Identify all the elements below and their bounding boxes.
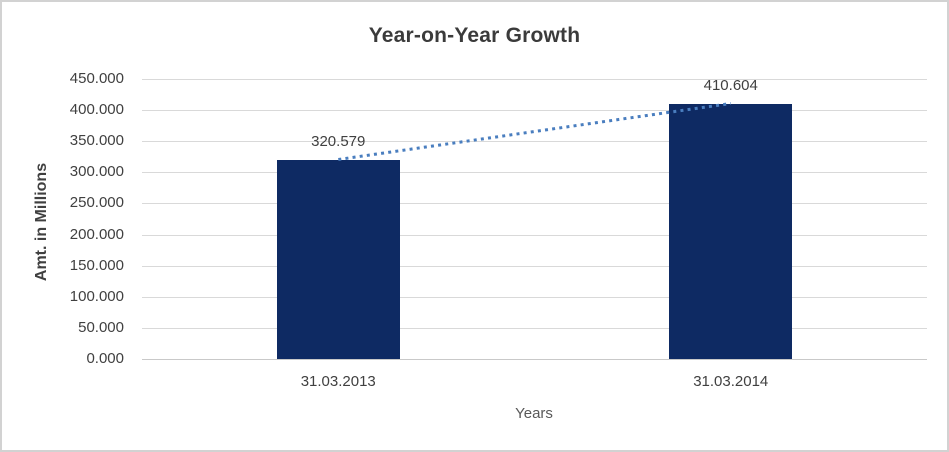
trendline-path: [338, 102, 732, 161]
bar-31.03.2013: [276, 159, 400, 359]
data-label: 320.579: [311, 132, 366, 150]
y-tick-label: 50.000: [78, 318, 124, 336]
y-tick-label: 400.000: [69, 101, 124, 119]
y-tick-label: 150.000: [69, 256, 124, 274]
x-category-label: 31.03.2014: [693, 373, 769, 390]
gridline: [142, 327, 927, 329]
gridline: [142, 172, 927, 174]
gridline: [142, 79, 927, 80]
y-tick-label: 100.000: [69, 287, 124, 305]
y-tick-label: 250.000: [69, 194, 124, 212]
trendline: [338, 102, 732, 161]
gridline: [142, 359, 927, 360]
x-axis-title: Years: [515, 405, 553, 422]
data-label: 410.604: [703, 76, 758, 94]
bar-31.03.2014: [669, 103, 793, 359]
y-tick-label: 300.000: [69, 163, 124, 181]
y-tick-label: 0.000: [86, 350, 124, 367]
x-category-label: 31.03.2013: [300, 373, 376, 390]
plot-area: [142, 79, 927, 360]
y-tick-label: 200.000: [69, 225, 124, 243]
gridline: [142, 296, 927, 298]
gridline: [142, 265, 927, 267]
gridline: [142, 203, 927, 205]
gridline: [142, 141, 927, 143]
y-tick-label: 450.000: [69, 70, 124, 87]
gridline: [142, 110, 927, 112]
gridline: [142, 234, 927, 236]
y-tick-label: 350.000: [69, 132, 124, 150]
chart-title: Year-on-Year Growth: [368, 24, 581, 47]
